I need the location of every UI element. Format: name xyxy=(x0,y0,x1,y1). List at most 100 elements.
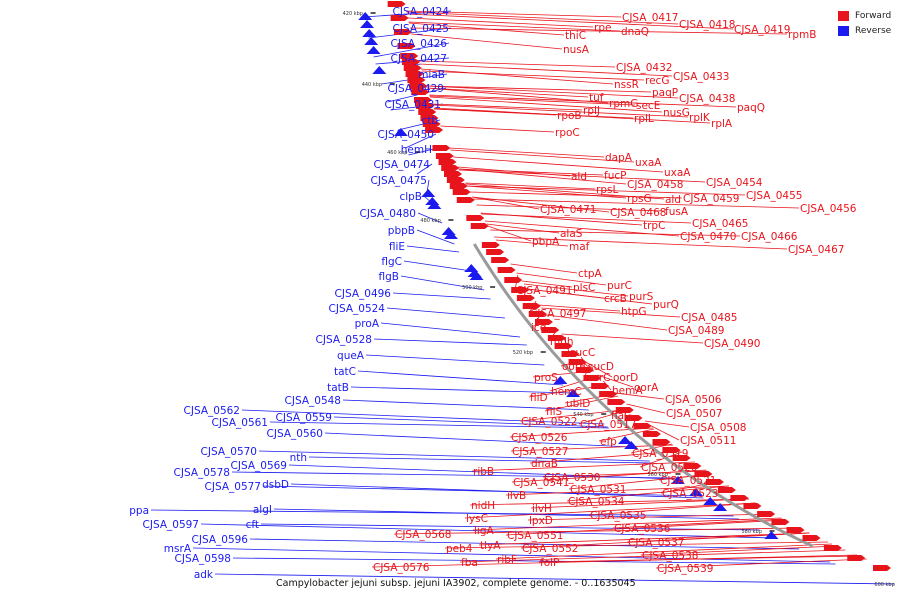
forward-gene-label: CJSA_0539 xyxy=(657,563,713,575)
forward-gene-label: CJSA_0511 xyxy=(680,435,736,447)
forward-gene-connector xyxy=(450,149,635,163)
forward-gene-label: CJSA_0520 xyxy=(641,462,697,474)
forward-feature xyxy=(717,487,736,493)
forward-gene-label: CJSA_0521 xyxy=(660,475,716,487)
tick-label: 460 kbp xyxy=(387,150,407,156)
reverse-feature xyxy=(362,29,377,37)
reverse-feature xyxy=(618,436,633,444)
forward-gene-connector xyxy=(510,444,674,452)
forward-gene-label: recG xyxy=(645,75,669,87)
forward-gene-connector xyxy=(655,558,867,569)
forward-gene-label: ilvB xyxy=(507,490,526,502)
reverse-gene-label: ctb xyxy=(421,115,438,127)
forward-gene-connector xyxy=(473,198,800,209)
forward-gene-label: CJSA_0497 xyxy=(530,308,586,320)
forward-feature xyxy=(456,197,475,203)
forward-feature xyxy=(652,439,671,445)
forward-gene-connector xyxy=(487,225,532,242)
forward-gene-label: CJSA_0508 xyxy=(690,422,746,434)
reverse-gene-connector xyxy=(241,409,605,425)
forward-gene-connector xyxy=(432,103,583,111)
forward-feature xyxy=(554,343,573,349)
forward-gene-label: ribB xyxy=(473,466,494,478)
reverse-gene-label: hemH xyxy=(401,144,432,156)
forward-feature xyxy=(672,455,691,461)
forward-gene-label: sucD xyxy=(588,361,614,373)
reverse-feature xyxy=(624,441,639,449)
tick-label: 580 kbp xyxy=(742,529,762,535)
forward-gene-label: sucC xyxy=(570,347,595,359)
reverse-gene-connector xyxy=(406,245,460,253)
forward-gene-label: CJSA_0522 xyxy=(521,416,577,428)
forward-gene-label: CJSA_0455 xyxy=(746,190,802,202)
forward-gene-connector xyxy=(626,403,666,414)
forward-gene-label: trpC xyxy=(643,220,665,232)
reverse-gene-connector xyxy=(232,557,836,565)
reverse-feature xyxy=(703,497,718,505)
forward-gene-connector xyxy=(478,532,810,546)
forward-gene-label: oorB xyxy=(562,361,586,373)
reverse-gene-label: cft xyxy=(246,519,259,531)
reverse-gene-label: algI xyxy=(253,504,272,516)
reverse-gene-connector xyxy=(403,260,472,272)
forward-gene-connector xyxy=(529,450,681,464)
forward-gene-connector xyxy=(433,107,711,124)
reverse-gene-label: proA xyxy=(355,318,380,330)
map-caption: Campylobacter jejuni subsp. jejuni IA390… xyxy=(276,578,636,589)
forward-gene-label: CJSA_0526 xyxy=(511,432,568,444)
forward-gene-label: CJSA_0534 xyxy=(568,496,625,508)
reverse-gene-label: CJSA_0528 xyxy=(316,334,372,346)
reverse-gene-connector xyxy=(214,573,895,585)
forward-gene-label: dnaB xyxy=(531,458,558,470)
forward-gene-label: uxaA xyxy=(635,157,662,169)
reverse-gene-label: CJSA_0524 xyxy=(329,303,386,315)
forward-gene-label: CJSA_0568 xyxy=(395,529,451,541)
forward-gene-connector xyxy=(538,304,621,312)
forward-feature xyxy=(511,287,530,293)
reverse-gene-connector xyxy=(273,508,740,520)
reverse-gene-connector xyxy=(342,399,589,411)
reverse-gene-label: CJSA_0474 xyxy=(374,159,431,171)
forward-gene-connector xyxy=(458,168,627,185)
forward-gene-connector xyxy=(469,498,750,506)
forward-gene-connector xyxy=(523,283,629,297)
reverse-feature xyxy=(360,20,375,28)
forward-gene-label: CJSA_0527 xyxy=(512,446,568,458)
forward-feature xyxy=(400,53,419,59)
forward-gene-label: CJSA_0536 xyxy=(614,523,671,535)
forward-gene-label: CJSA_0490 xyxy=(704,338,760,350)
reverse-gene-label: CJSA_0426 xyxy=(391,38,448,50)
forward-gene-label: CJSA_0519 xyxy=(632,448,688,460)
reverse-feature xyxy=(364,37,379,45)
forward-gene-label: fusA xyxy=(665,206,689,218)
forward-feature xyxy=(743,503,762,509)
forward-gene-connector xyxy=(421,70,645,81)
forward-gene-connector xyxy=(511,469,706,483)
forward-feature xyxy=(872,565,891,571)
reverse-feature xyxy=(764,531,779,539)
forward-gene-label: CJSA_0454 xyxy=(706,177,763,189)
tick-label: 540 kbp xyxy=(573,412,593,418)
forward-gene-label: oorA xyxy=(634,382,659,394)
forward-gene-connector xyxy=(527,288,653,305)
forward-gene-connector xyxy=(426,85,679,99)
forward-feature xyxy=(786,527,805,533)
forward-gene-label: rplA xyxy=(711,118,733,130)
forward-feature xyxy=(642,431,661,437)
forward-feature xyxy=(561,351,580,357)
forward-gene-connector xyxy=(429,94,737,108)
forward-feature xyxy=(633,423,652,429)
forward-gene-label: CJSA_0541 xyxy=(513,477,569,489)
forward-gene-label: fucP xyxy=(604,170,626,182)
forward-gene-label: CJSA_0517 xyxy=(580,419,636,431)
forward-feature xyxy=(591,383,610,389)
forward-feature xyxy=(466,215,485,221)
forward-gene-label: purS xyxy=(629,291,654,303)
reverse-gene-label: CJSA_0496 xyxy=(335,288,392,300)
forward-gene-connector xyxy=(459,549,846,563)
forward-gene-connector xyxy=(449,147,605,158)
forward-gene-connector xyxy=(465,182,596,190)
reverse-gene-label: CJSA_0480 xyxy=(360,208,416,220)
reverse-feature xyxy=(443,231,458,239)
forward-gene-label: dnaQ xyxy=(621,26,649,38)
